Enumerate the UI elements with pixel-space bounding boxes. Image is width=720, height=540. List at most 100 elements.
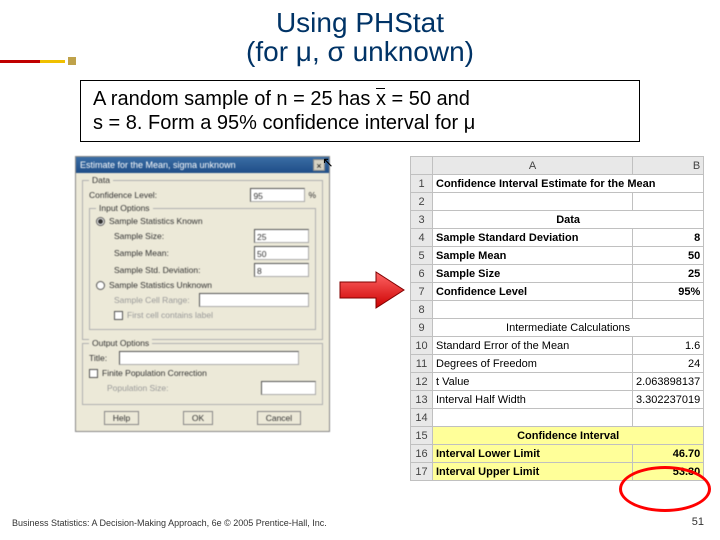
cell-a: Confidence Interval Estimate for the Mea… [433,175,704,193]
cell-a: Interval Lower Limit [433,445,633,463]
row-popsize: Population Size: [89,381,316,395]
cell-b: 2.063898137 [633,373,704,391]
radio-unknown-row[interactable]: Sample Statistics Unknown [96,280,309,290]
fieldset-data: Data Confidence Level: 95 % Input Option… [82,180,323,340]
input-size[interactable]: 25 [254,229,309,243]
cell-b: 53.30 [633,463,704,481]
footer-text: Business Statistics: A Decision-Making A… [12,518,327,528]
label-size: Sample Size: [114,231,254,241]
label-radio-unknown: Sample Statistics Unknown [109,280,309,290]
x-bar: x [376,87,386,111]
cell-b: 3.302237019 [633,391,704,409]
cursor-icon: ↖ [322,154,334,171]
label-percent: % [308,190,316,200]
table-row: 1Confidence Interval Estimate for the Me… [411,175,704,193]
row-finite[interactable]: Finite Population Correction [89,368,316,378]
row-number: 16 [411,445,433,463]
label-sd: Sample Std. Deviation: [114,265,254,275]
cell-a [433,409,633,427]
cell-b: 50 [633,247,704,265]
input-confidence[interactable]: 95 [250,188,305,202]
table-row: 13Interval Half Width3.302237019 [411,391,704,409]
cell-b: 25 [633,265,704,283]
row-number: 1 [411,175,433,193]
dialog-body: Data Confidence Level: 95 % Input Option… [76,173,329,431]
row-number: 15 [411,427,433,445]
table-row: 3Data [411,211,704,229]
slide-title: Using PHStat (for μ, σ unknown) [0,8,720,67]
legend-output: Output Options [89,338,152,348]
label-firstcell: First cell contains label [127,310,309,320]
table-row: 4Sample Standard Deviation8 [411,229,704,247]
radio-known[interactable] [96,217,105,226]
input-mean[interactable]: 50 [254,246,309,260]
col-header-b: B [633,157,704,175]
input-sd[interactable]: 8 [254,263,309,277]
label-popsize: Population Size: [107,383,261,393]
fieldset-input-options: Input Options Sample Statistics Known Sa… [89,208,316,330]
table-row: 8 [411,301,704,319]
cell-a: Data [433,211,704,229]
table-row: 2 [411,193,704,211]
label-range: Sample Cell Range: [114,295,199,305]
cell-a: Interval Upper Limit [433,463,633,481]
row-number: 4 [411,229,433,247]
row-number: 9 [411,319,433,337]
dialog-titlebar: Estimate for the Mean, sigma unknown × [76,157,329,173]
label-radio-known: Sample Statistics Known [109,216,309,226]
fieldset-output: Output Options Title: Finite Population … [82,343,323,405]
table-row: 10Standard Error of the Mean1.6 [411,337,704,355]
cell-a [433,193,633,211]
ok-button[interactable]: OK [183,411,213,425]
row-number: 6 [411,265,433,283]
row-number: 10 [411,337,433,355]
radio-known-row[interactable]: Sample Statistics Known [96,216,309,226]
row-size: Sample Size: 25 [96,229,309,243]
cell-b [633,193,704,211]
label-confidence: Confidence Level: [89,190,250,200]
cell-b: 8 [633,229,704,247]
cell-a: Sample Size [433,265,633,283]
cell-a: Intermediate Calculations [433,319,704,337]
table-row: 14 [411,409,704,427]
row-title: Title: [89,351,316,365]
row-number: 17 [411,463,433,481]
row-number: 11 [411,355,433,373]
table-row: 6Sample Size25 [411,265,704,283]
label-finite: Finite Population Correction [102,368,316,378]
title-line2: (for μ, σ unknown) [246,36,474,67]
radio-unknown[interactable] [96,281,105,290]
input-popsize [261,381,316,395]
cell-b [633,301,704,319]
cell-a: Sample Mean [433,247,633,265]
title-line1: Using PHStat [276,7,444,38]
row-number: 3 [411,211,433,229]
label-title-field: Title: [89,353,119,363]
row-number: 7 [411,283,433,301]
input-range [199,293,309,307]
row-number: 8 [411,301,433,319]
table-row: 16Interval Lower Limit46.70 [411,445,704,463]
input-title[interactable] [119,351,299,365]
cell-a: Interval Half Width [433,391,633,409]
table-row: 11Degrees of Freedom24 [411,355,704,373]
check-firstcell [114,311,123,320]
cancel-button[interactable]: Cancel [257,411,301,425]
check-finite[interactable] [89,369,98,378]
problem-statement: A random sample of n = 25 has x = 50 and… [80,80,640,142]
label-mean: Sample Mean: [114,248,254,258]
table-row: 5Sample Mean50 [411,247,704,265]
button-row: Help OK Cancel [82,411,323,425]
row-range: Sample Cell Range: [96,293,309,307]
cell-a: Confidence Interval [433,427,704,445]
table-row: 17Interval Upper Limit53.30 [411,463,704,481]
arrow-icon [338,270,408,310]
row-number: 12 [411,373,433,391]
table-row: 12t Value2.063898137 [411,373,704,391]
help-button[interactable]: Help [104,411,139,425]
page-number: 51 [692,516,704,528]
cell-a: Confidence Level [433,283,633,301]
table-row: 9Intermediate Calculations [411,319,704,337]
legend-input: Input Options [96,203,153,213]
cell-a: Sample Standard Deviation [433,229,633,247]
